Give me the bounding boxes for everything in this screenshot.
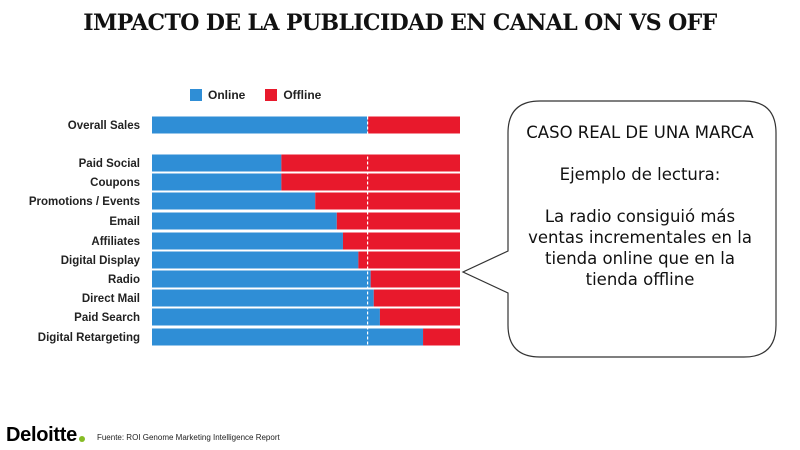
legend-swatch-online (190, 89, 202, 101)
bar-offline-0 (367, 116, 460, 134)
speech-bubble (461, 100, 777, 358)
callout-text: CASO REAL DE UNA MARCA Ejemplo de lectur… (520, 122, 760, 290)
category-label: Paid Social (79, 158, 140, 170)
callout-body: La radio consiguió más ventas incrementa… (528, 207, 752, 289)
bar-online-7 (152, 270, 371, 288)
category-label: Digital Display (61, 255, 141, 267)
category-label: Promotions / Events (29, 196, 140, 208)
category-label: Coupons (90, 177, 140, 189)
category-label: Direct Mail (82, 293, 140, 305)
category-label: Overall Sales (68, 120, 140, 132)
bar-offline-3 (315, 192, 460, 210)
category-label: Digital Retargeting (38, 332, 140, 344)
page-title: IMPACTO DE LA PUBLICIDAD EN CANAL ON VS … (83, 10, 717, 36)
bar-offline-1 (281, 154, 460, 172)
bar-offline-5 (342, 232, 460, 250)
bar-online-6 (152, 251, 359, 269)
bar-online-9 (152, 308, 380, 326)
legend-label-offline: Offline (283, 88, 322, 102)
callout-heading: CASO REAL DE UNA MARCA (526, 123, 754, 142)
category-label: Radio (108, 274, 140, 286)
bar-offline-7 (370, 270, 460, 288)
bar-offline-9 (379, 308, 460, 326)
legend-swatch-offline (265, 89, 278, 101)
category-labels-group: Overall Sales Paid Social Coupons Promotion… (29, 120, 141, 344)
bar-online-0 (152, 116, 368, 134)
bar-online-3 (152, 192, 316, 210)
category-label: Affiliates (91, 236, 140, 248)
legend-label-online: Online (208, 88, 246, 102)
bars-group (152, 116, 460, 346)
bar-online-2 (152, 173, 282, 191)
category-label: Email (109, 216, 140, 228)
logo-dot (78, 435, 85, 442)
bar-online-10 (152, 328, 424, 346)
bar-online-4 (152, 212, 337, 230)
bar-online-5 (152, 232, 343, 250)
bar-offline-4 (336, 212, 460, 230)
legend-item-offline: Offline (265, 88, 321, 102)
deloitte-logo: Deloitte (6, 424, 77, 446)
bar-offline-10 (423, 328, 460, 346)
bar-offline-8 (373, 289, 460, 307)
chart-legend: Online Offline (190, 88, 333, 102)
bar-offline-6 (358, 251, 460, 269)
bar-online-1 (152, 154, 282, 172)
source-note: Fuente: ROI Genome Marketing Intelligenc… (96, 433, 280, 442)
callout-spacer (520, 185, 760, 206)
callout-subheading: Ejemplo de lectura: (559, 165, 721, 184)
bar-offline-2 (281, 173, 460, 191)
footer: Deloitte Fuente: ROI Genome Marketing In… (6, 424, 280, 447)
legend-item-online: Online (190, 88, 245, 102)
callout-spacer (520, 143, 760, 164)
bar-online-8 (152, 289, 374, 307)
category-label: Paid Search (74, 312, 140, 324)
